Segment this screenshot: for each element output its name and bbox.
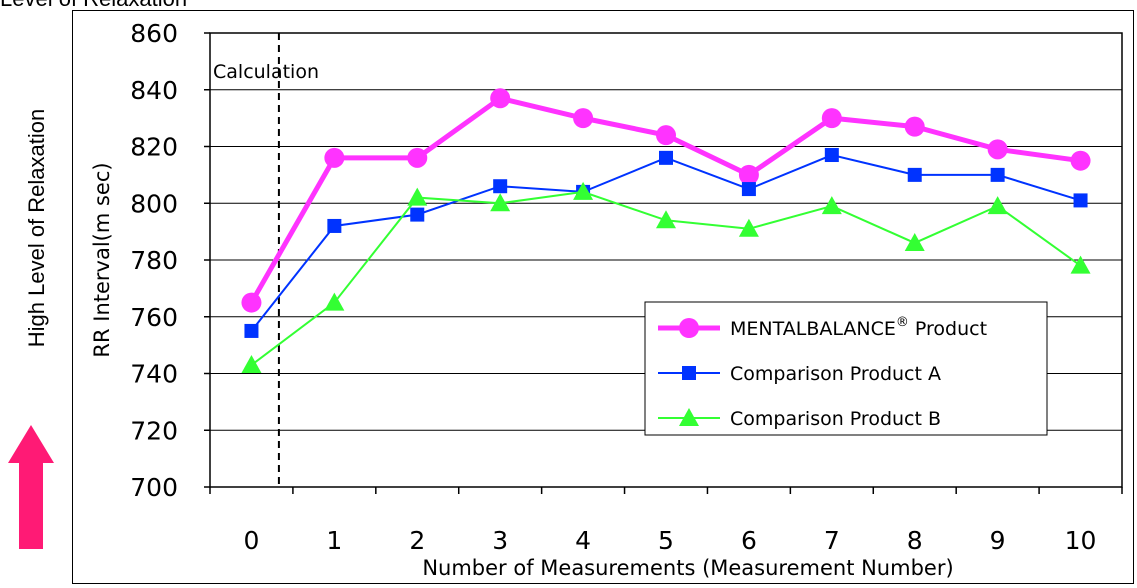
data-point bbox=[407, 147, 428, 168]
data-point bbox=[821, 196, 842, 215]
data-point bbox=[987, 196, 1008, 215]
data-point bbox=[656, 125, 676, 146]
legend-marker bbox=[679, 408, 699, 426]
data-point bbox=[324, 147, 345, 168]
y-tick-label: 720 bbox=[130, 416, 178, 445]
data-point bbox=[738, 218, 759, 237]
data-point bbox=[659, 150, 673, 165]
series-3 bbox=[241, 181, 1091, 373]
x-tick-label: 7 bbox=[824, 526, 840, 555]
x-axis-label: Number of Measurements (Measurement Numb… bbox=[422, 556, 953, 580]
legend: MENTALBALANCE® Product Comparison Product… bbox=[644, 301, 1048, 436]
data-point bbox=[573, 108, 594, 129]
legend-label: Comparison Product B bbox=[730, 408, 941, 430]
legend-marker bbox=[679, 318, 699, 338]
data-point bbox=[241, 292, 262, 313]
x-tick-label: 9 bbox=[990, 526, 1006, 555]
y-tick-label: 740 bbox=[130, 360, 178, 389]
data-point bbox=[824, 148, 839, 163]
y-tick-label: 800 bbox=[130, 189, 178, 218]
x-tick-label: 0 bbox=[244, 526, 260, 555]
data-point bbox=[821, 108, 842, 129]
x-tick-label: 5 bbox=[658, 526, 674, 555]
x-tick-label: 2 bbox=[409, 526, 425, 555]
y-axis-ticks: 700 720 740 760 780 800 820 840 860 bbox=[130, 19, 210, 502]
data-point bbox=[490, 88, 511, 109]
series-2 bbox=[244, 148, 1088, 338]
x-tick-label: 4 bbox=[575, 526, 591, 555]
up-arrow-icon bbox=[8, 425, 54, 549]
legend-marker bbox=[682, 366, 696, 380]
data-point bbox=[1070, 150, 1091, 171]
legend-label: MENTALBALANCE® Product bbox=[730, 315, 987, 340]
chart-frame bbox=[72, 10, 1134, 584]
data-point bbox=[241, 354, 262, 373]
data-point bbox=[490, 193, 511, 212]
data-point bbox=[324, 292, 345, 311]
series-1 bbox=[241, 88, 1091, 313]
x-tick-label: 6 bbox=[741, 526, 757, 555]
data-point bbox=[493, 179, 508, 194]
data-point bbox=[244, 323, 259, 338]
data-point bbox=[987, 139, 1008, 160]
data-point bbox=[907, 167, 922, 182]
data-point bbox=[1073, 193, 1088, 208]
data-point bbox=[990, 167, 1005, 182]
data-point bbox=[407, 187, 428, 206]
data-point bbox=[656, 210, 676, 229]
chart-title: Level of Relaxation bbox=[0, 0, 187, 12]
x-tick-label: 10 bbox=[1065, 526, 1097, 555]
y-tick-label: 860 bbox=[130, 19, 178, 48]
series-layer bbox=[241, 88, 1091, 373]
data-point bbox=[1070, 255, 1091, 274]
y-tick-label: 760 bbox=[130, 303, 178, 332]
legend-label: Comparison Product A bbox=[730, 363, 941, 385]
data-point bbox=[410, 207, 425, 222]
y-tick-label: 700 bbox=[130, 473, 178, 502]
x-tick-label: 3 bbox=[492, 526, 508, 555]
y-axis-label: RR Interval(m sec) bbox=[90, 162, 114, 357]
y-tick-label: 840 bbox=[130, 76, 178, 105]
legend-box bbox=[644, 301, 1048, 436]
data-point bbox=[904, 116, 925, 137]
y-tick-label: 820 bbox=[130, 133, 178, 162]
y-tick-label: 780 bbox=[130, 246, 178, 275]
x-axis-ticks: 0 1 2 3 4 5 6 7 8 9 10 bbox=[209, 487, 1123, 555]
calculation-annotation: Calculation bbox=[213, 61, 319, 83]
data-point bbox=[738, 164, 759, 185]
data-point bbox=[327, 218, 342, 233]
x-tick-label: 8 bbox=[907, 526, 923, 555]
data-point bbox=[904, 232, 925, 251]
x-tick-label: 1 bbox=[326, 526, 342, 555]
data-point bbox=[741, 182, 756, 197]
data-point bbox=[573, 181, 594, 200]
